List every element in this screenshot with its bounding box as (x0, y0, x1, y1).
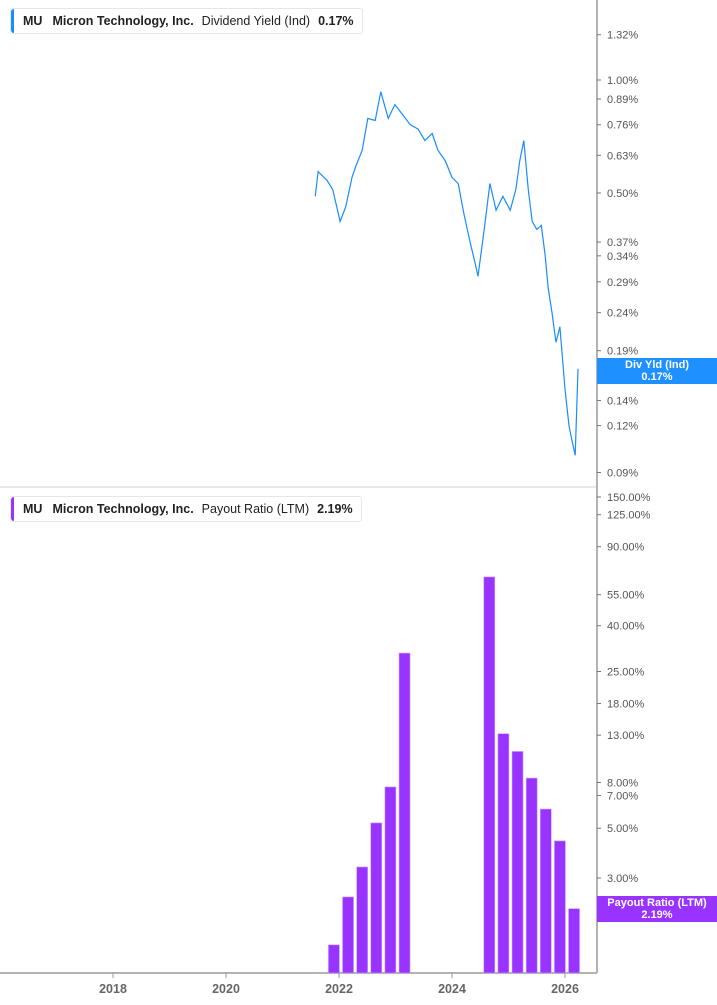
y-tick-label: 0.19% (607, 346, 638, 358)
payout-ratio-price-tag: Payout Ratio (LTM) 2.19% (597, 896, 717, 922)
x-tick-label: 2022 (325, 982, 353, 996)
y-tick-label: 7.00% (607, 790, 638, 802)
y-tick-label: 13.00% (607, 730, 645, 742)
tag-value: 0.17% (641, 371, 673, 383)
payout-bar (356, 866, 368, 974)
legend-value: 0.17% (318, 14, 354, 28)
x-tick-label: 2018 (99, 982, 127, 996)
legend-accent (11, 9, 14, 33)
legend-accent (11, 497, 14, 521)
y-tick-label: 0.12% (607, 421, 638, 433)
y-tick-label: 0.29% (607, 277, 638, 289)
payout-bar (568, 908, 580, 974)
payout-bar (483, 576, 496, 974)
y-tick-label: 0.09% (607, 467, 638, 479)
legend-ticker: MU (23, 14, 43, 28)
payout-bar (554, 840, 566, 974)
legend-company: Micron Technology, Inc. (52, 502, 194, 516)
payout-bar (328, 944, 340, 974)
y-tick-label: 0.50% (607, 188, 638, 200)
y-tick-label: 150.00% (607, 492, 651, 504)
dividend-yield-line (314, 91, 579, 456)
y-tick-label: 0.76% (607, 120, 638, 132)
payout-bar (370, 822, 383, 974)
axis-ticks: 1.32% 1.00% 0.89% 0.76% 0.63% 0.50% 0.37% 0.34%… (99, 30, 651, 996)
dividend-yield-legend[interactable]: MU Micron Technology, Inc. Dividend Yiel… (10, 8, 363, 34)
payout-ratio-legend[interactable]: MU Micron Technology, Inc. Payout Ratio … (10, 496, 362, 522)
legend-ticker: MU (23, 502, 43, 516)
payout-bar (497, 733, 510, 974)
legend-value: 2.19% (317, 502, 353, 516)
y-tick-label: 18.00% (607, 698, 645, 710)
y-tick-label: 0.24% (607, 308, 638, 320)
y-tick-label: 125.00% (607, 510, 651, 522)
tag-label: Div Yld (Ind) (625, 359, 689, 371)
x-tick-label: 2020 (212, 982, 240, 996)
x-tick-label: 2026 (551, 982, 579, 996)
payout-bar (511, 751, 524, 974)
y-tick-label: 40.00% (607, 621, 645, 633)
payout-bar (342, 896, 354, 974)
y-tick-label: 0.89% (607, 94, 638, 106)
payout-bars (328, 576, 580, 974)
tag-label: Payout Ratio (LTM) (607, 897, 707, 909)
tag-value: 2.19% (641, 909, 673, 921)
y-tick-label: 5.00% (607, 823, 638, 835)
payout-bar (539, 808, 552, 974)
payout-bar (525, 777, 538, 974)
y-tick-label: 8.00% (607, 777, 638, 789)
y-tick-label: 1.00% (607, 75, 638, 87)
payout-bar (398, 652, 411, 974)
dividend-yield-price-tag: Div Yld (Ind) 0.17% (597, 358, 717, 384)
y-tick-label: 0.63% (607, 150, 638, 162)
legend-company: Micron Technology, Inc. (52, 14, 194, 28)
y-tick-label: 0.34% (607, 251, 638, 263)
y-tick-label: 3.00% (607, 873, 638, 885)
y-tick-label: 1.32% (607, 30, 638, 42)
x-tick-label: 2024 (438, 982, 466, 996)
payout-bar (384, 786, 397, 974)
y-tick-label: 0.37% (607, 237, 638, 249)
y-tick-label: 25.00% (607, 666, 645, 678)
y-tick-label: 90.00% (607, 542, 645, 554)
legend-metric: Dividend Yield (Ind) (201, 14, 311, 28)
y-tick-label: 0.14% (607, 395, 638, 407)
legend-metric: Payout Ratio (LTM) (201, 502, 310, 516)
y-tick-label: 55.00% (607, 590, 645, 602)
